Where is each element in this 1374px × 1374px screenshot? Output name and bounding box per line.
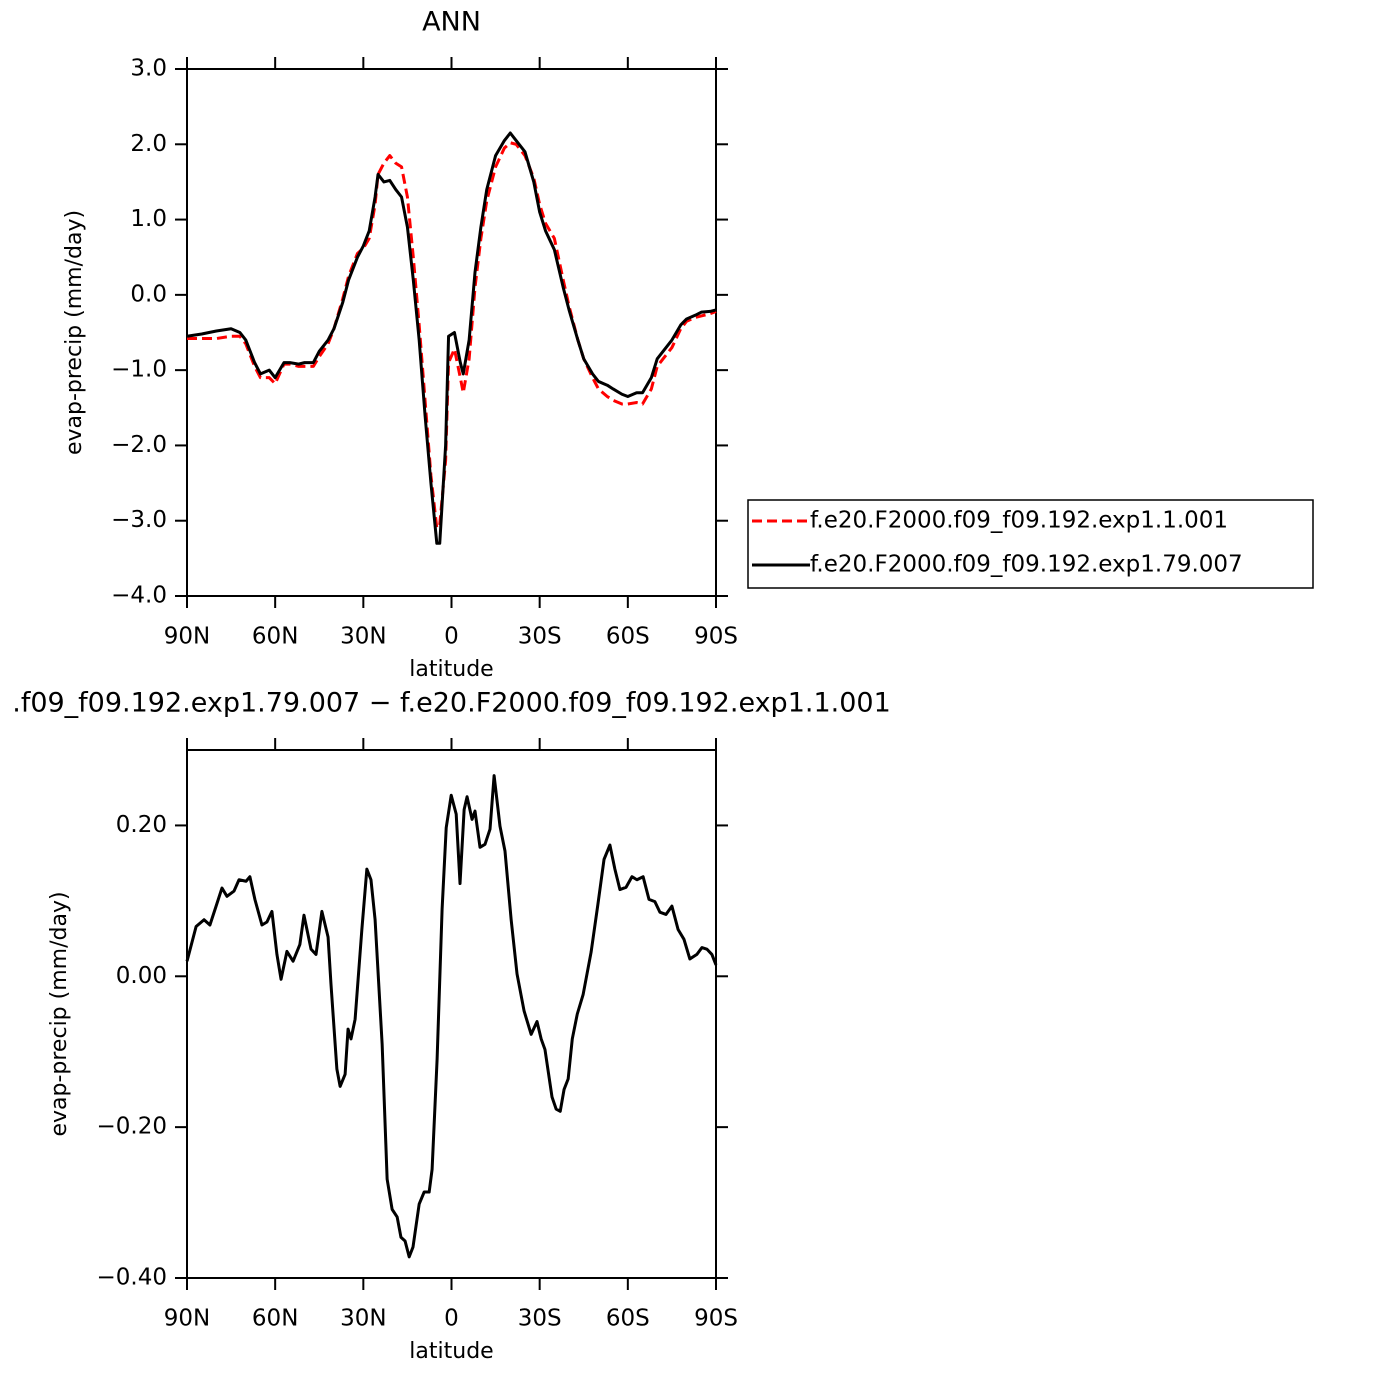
y-tick-label: −3.0 [111, 507, 167, 533]
y-tick-label: 0.0 [130, 281, 167, 307]
y-tick-label: 3.0 [130, 56, 167, 82]
y-tick-label: −0.40 [97, 1265, 167, 1291]
x-tick-label: 60N [252, 624, 298, 650]
legend-label: f.e20.F2000.f09_f09.192.exp1.79.007 [810, 552, 1243, 578]
x-tick-label: 90S [694, 1306, 738, 1332]
y-axis-label: evap-precip (mm/day) [62, 210, 87, 455]
x-tick-label: 60S [606, 1306, 650, 1332]
plot-frame [186, 749, 717, 1279]
x-axis-label: latitude [409, 1339, 493, 1364]
x-axis-label: latitude [409, 657, 493, 682]
y-tick-label: 2.0 [130, 131, 167, 157]
x-tick-label: 0 [444, 624, 459, 650]
y-tick-label: 1.0 [130, 206, 167, 232]
chart-title: .f09_f09.192.exp1.79.007 − f.e20.F2000.f… [12, 688, 891, 719]
data-line [187, 141, 717, 530]
x-tick-label: 30S [518, 624, 562, 650]
x-tick-label: 30N [340, 624, 386, 650]
x-tick-label: 60S [606, 624, 650, 650]
x-tick-label: 90N [164, 1306, 210, 1332]
x-tick-label: 90N [164, 624, 210, 650]
y-tick-label: −2.0 [111, 432, 167, 458]
y-tick-label: −1.0 [111, 357, 167, 383]
x-tick-label: 0 [444, 1306, 459, 1332]
x-tick-label: 90S [694, 624, 738, 650]
legend-box [747, 499, 1314, 589]
plot-frame [186, 68, 717, 597]
legend-label: f.e20.F2000.f09_f09.192.exp1.1.001 [810, 508, 1228, 534]
x-tick-label: 60N [252, 1306, 298, 1332]
y-tick-label: 0.20 [116, 812, 167, 838]
x-tick-label: 30S [518, 1306, 562, 1332]
chart-title: ANN [422, 7, 481, 38]
y-tick-label: −0.20 [97, 1114, 167, 1140]
data-line [186, 131, 717, 545]
y-axis-label: evap-precip (mm/day) [47, 891, 72, 1136]
data-line [185, 774, 718, 1259]
y-tick-label: −4.0 [111, 583, 167, 609]
x-tick-label: 30N [340, 1306, 386, 1332]
y-tick-label: 0.00 [116, 963, 167, 989]
